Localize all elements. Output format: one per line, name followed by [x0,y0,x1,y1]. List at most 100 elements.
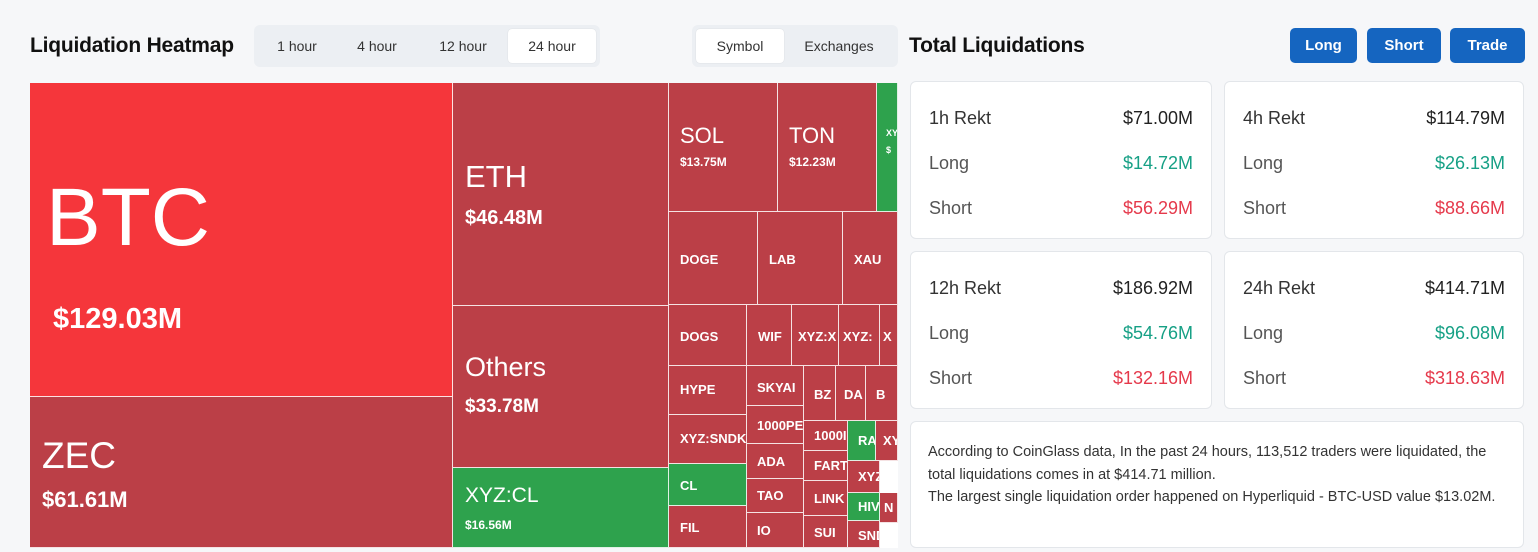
tile-symbol: WIF [758,329,782,344]
heatmap-tile[interactable]: DOGS [669,305,747,366]
heatmap-tile[interactable]: X [880,305,898,366]
tile-symbol: SKYAI [757,380,796,395]
card-total: $186.92M [1112,278,1193,298]
heatmap-tile[interactable]: SOL $13.75M [669,83,778,212]
card-long-value: $54.76M [1122,323,1193,343]
tab-exchanges[interactable]: Exchanges [804,38,874,54]
tile-value: $46.48M [465,207,543,229]
tile-symbol: DA [844,387,863,402]
tab-24-hour[interactable]: 24 hour [508,29,596,63]
heatmap-tile[interactable]: B [866,366,898,421]
heatmap-tile[interactable]: XYZ [848,461,880,493]
heatmap-tile[interactable]: SKYAI [747,366,804,406]
heatmap-tile[interactable]: HYPE [669,366,747,415]
long-button[interactable]: Long [1290,28,1357,63]
group-by-tabs: Symbol Exchanges [692,25,898,67]
tile-symbol: LINK [814,491,845,506]
tile-symbol: 1000I [814,428,847,443]
heatmap-tile[interactable]: RA [848,421,876,461]
heatmap-tile[interactable]: FART [804,451,848,481]
rekt-card-24h: 24h Rekt $414.71M Long $96.08M Short $318.6… [1224,251,1524,409]
tile-value: $33.78M [465,396,539,417]
tile-symbol: HYPE [680,382,716,397]
tab-symbol[interactable]: Symbol [696,29,784,63]
heatmap-tile[interactable]: Others $33.78M [453,306,669,468]
tile-value: $61.61M [42,487,128,512]
tile-symbol: TAO [757,488,784,503]
tile-symbol: BZ [814,387,832,402]
card-period: 1h Rekt [929,108,992,128]
heatmap-tile[interactable]: XAU [843,212,898,305]
heatmap-tile[interactable]: FIL [669,506,747,548]
heatmap-tile[interactable]: SUI [804,516,848,548]
card-long-value: $26.13M [1434,153,1505,173]
heatmap-tile[interactable]: TAO [747,479,804,513]
heatmap-tile[interactable]: ADA [747,444,804,479]
heatmap-tile[interactable]: LAB [758,212,843,305]
heatmap-tile[interactable]: XY $ [877,83,898,212]
card-short-label: Short [929,368,973,388]
total-liquidations-title: Total Liquidations [909,34,1085,57]
card-period: 4h Rekt [1243,108,1306,128]
rekt-card-1h: 1h Rekt $71.00M Long $14.72M Short $56.29M [910,81,1212,239]
tile-symbol: HIV [858,499,880,514]
heatmap-tile[interactable]: XYZ:X [792,305,839,366]
heatmap-tile[interactable]: BTC $129.03M [30,83,453,397]
trade-button[interactable]: Trade [1450,28,1525,63]
card-long-value: $14.72M [1122,153,1193,173]
tile-value: $ [886,145,892,155]
card-short-value: $56.29M [1122,198,1193,218]
heatmap-tile[interactable]: N [880,493,898,523]
tile-symbol: XY [886,128,898,138]
tab-1-hour[interactable]: 1 hour [277,38,317,54]
card-short-value: $88.66M [1434,198,1505,218]
heatmap-tile[interactable]: WIF [747,305,792,366]
tile-symbol: BTC [46,172,210,263]
heatmap-tile[interactable]: 1000PE [747,406,804,444]
heatmap-tile[interactable]: ZEC $61.61M [30,397,453,548]
tile-symbol: SND [858,528,879,543]
heatmap-tile[interactable]: IO [747,513,804,548]
heatmap-tile[interactable]: DA [836,366,866,421]
tile-symbol: XYZ: [843,329,873,344]
heatmap-tile[interactable]: ETH $46.48M [453,83,669,306]
card-long-value: $96.08M [1434,323,1505,343]
heatmap-tile[interactable]: TON $12.23M [778,83,877,212]
heatmap-tile[interactable]: BZ [804,366,836,421]
heatmap-tile[interactable]: XYZ:SNDK [669,415,747,464]
heatmap-tile[interactable]: XY [876,421,898,461]
tab-4-hour[interactable]: 4 hour [357,38,397,54]
tile-symbol: DOGS [680,329,719,344]
tile-symbol: LAB [769,252,796,267]
heatmap-tile[interactable]: LINK [804,481,848,516]
tile-symbol: B [876,387,886,402]
tile-symbol: XYZ:CL [465,484,539,507]
card-short-value: $318.63M [1424,368,1505,388]
tile-symbol: XYZ [858,469,879,484]
short-button[interactable]: Short [1367,28,1441,63]
heatmap-tile[interactable]: DOGE [669,212,758,305]
tile-symbol: X [883,329,892,344]
tab-12-hour[interactable]: 12 hour [439,38,487,54]
tile-symbol: FIL [680,520,700,535]
tile-symbol: FART [814,458,848,473]
heatmap-tile[interactable]: HIV [848,493,880,521]
card-total: $114.79M [1426,108,1505,128]
tile-value: $129.03M [53,303,182,335]
tile-symbol: 1000PE [757,418,804,433]
tile-symbol: SUI [814,525,836,540]
heatmap-tile[interactable]: 1000I [804,421,848,451]
card-long-label: Long [1243,153,1284,173]
card-total: $414.71M [1424,278,1505,298]
time-range-tabs: 1 hour 4 hour 12 hour 24 hour [254,25,600,67]
tile-symbol: CL [680,478,698,493]
heatmap-tile[interactable]: XYZ: [839,305,880,366]
heatmap-tile[interactable]: XYZ:CL $16.56M [453,468,669,548]
tile-symbol: XYZ:X [798,329,837,344]
heatmap-tile[interactable]: SND [848,521,880,548]
tile-symbol: XYZ:SNDK [680,431,747,446]
liquidation-heatmap: BTC $129.03M ZEC $61.61M ETH $46.48M Others $33… [30,83,898,548]
heatmap-tile[interactable]: CL [669,464,747,506]
tile-value: $13.75M [680,155,727,169]
tile-symbol: TON [789,123,836,148]
